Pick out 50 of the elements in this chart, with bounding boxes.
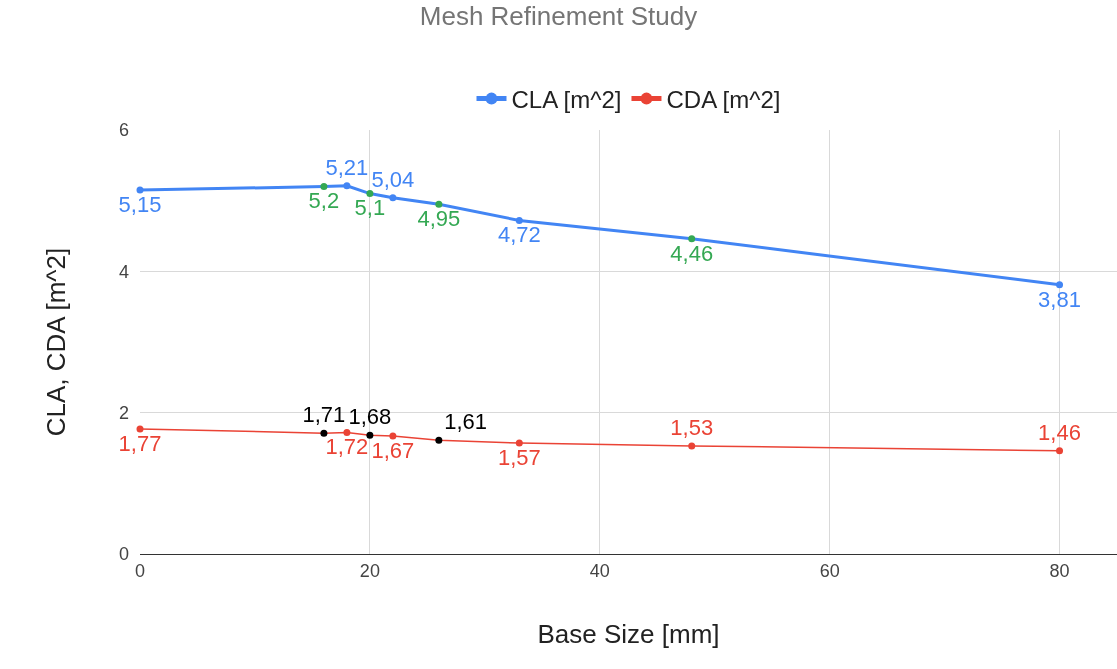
data-label: 1,57	[497, 444, 541, 470]
x-axis-title: Base Size [mm]	[537, 619, 720, 650]
data-label: 5,1	[354, 195, 386, 221]
point	[366, 431, 374, 439]
data-label: 1,67	[371, 437, 415, 463]
y-tick-label: 4	[118, 261, 129, 282]
y-tick-label: 6	[118, 120, 129, 141]
point	[435, 200, 443, 208]
point	[389, 194, 397, 202]
data-label: 1,68	[348, 404, 392, 430]
chart-title: Mesh Refinement Study	[419, 0, 698, 31]
y-tick-label: 2	[118, 402, 129, 423]
data-label: 4,72	[497, 222, 541, 248]
point	[389, 432, 397, 440]
point	[515, 439, 523, 447]
data-label: 5,2	[308, 188, 340, 214]
data-label: 1,71	[302, 402, 346, 428]
data-label: 1,77	[118, 430, 162, 456]
data-label: 3,81	[1038, 286, 1081, 312]
point	[435, 436, 443, 444]
point	[136, 425, 144, 433]
data-label: 1,53	[670, 415, 714, 441]
data-label: 5,21	[325, 154, 369, 180]
data-label: 5,15	[118, 191, 162, 217]
point	[688, 442, 696, 450]
point	[136, 186, 144, 194]
point	[320, 183, 328, 191]
y-axis-title: CLA, CDA [m^2]	[41, 247, 72, 437]
point	[343, 182, 351, 190]
x-tick-label: 80	[1049, 560, 1070, 581]
x-tick-label: 60	[819, 560, 840, 581]
point	[688, 235, 696, 243]
data-label: 4,46	[670, 240, 714, 266]
data-label: 1,72	[325, 434, 369, 460]
x-tick-label: 0	[134, 560, 146, 581]
point	[1056, 447, 1064, 455]
point	[1056, 281, 1064, 289]
legend-label: CLA [m^2]	[511, 85, 622, 113]
data-label: 1,46	[1038, 419, 1081, 445]
x-tick-label: 40	[589, 560, 610, 581]
point	[515, 216, 523, 224]
y-tick-label: 0	[118, 544, 129, 565]
point	[366, 190, 374, 198]
point	[343, 428, 351, 436]
point	[320, 429, 328, 437]
legend-label: CDA [m^2]	[666, 85, 781, 113]
data-label: 1,61	[444, 409, 488, 435]
data-label: 4,95	[417, 206, 461, 232]
data-label: 5,04	[371, 166, 415, 192]
x-tick-label: 20	[359, 560, 380, 581]
